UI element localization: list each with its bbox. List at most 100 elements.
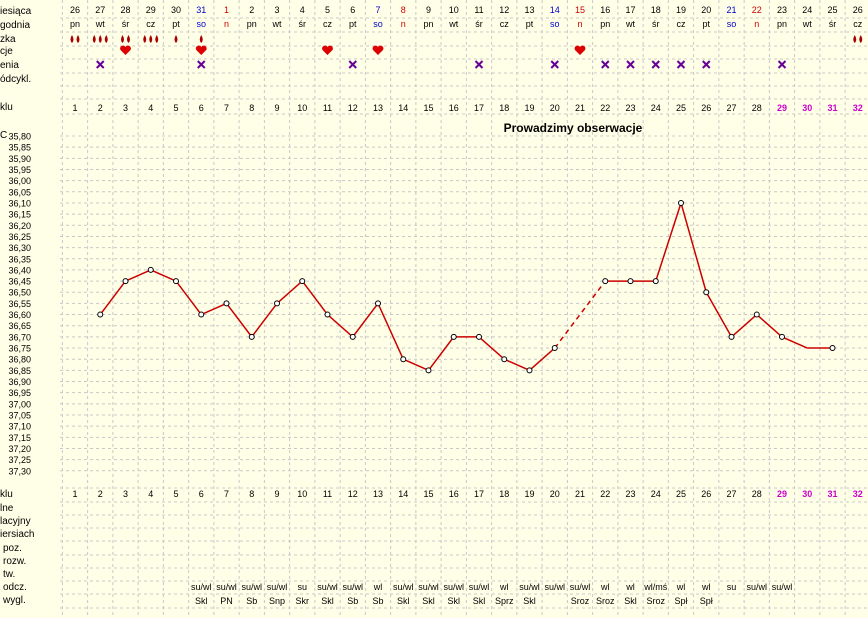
day-date: 28 <box>120 5 130 15</box>
appearance-value: Skl <box>422 596 435 606</box>
day-date: 6 <box>350 5 355 15</box>
heart-icon <box>574 45 586 55</box>
row-label-cycle-top: klu <box>0 102 13 113</box>
cycle-day-top: 8 <box>249 103 254 113</box>
row-label-marks: enia <box>0 60 19 71</box>
temperature-point <box>753 311 760 318</box>
y-tick-label: 36,70 <box>8 332 31 342</box>
row-labels: iesiąca godnia zka cje enia ódcykl. klu … <box>0 6 34 606</box>
appearance-value: Skl <box>624 596 637 606</box>
cycle-day-top: 21 <box>575 103 585 113</box>
heart-icon <box>372 45 384 55</box>
y-tick-label: 37,05 <box>8 411 31 421</box>
y-tick-label: 36,25 <box>8 232 31 242</box>
sensation-value: wl/mś <box>643 582 667 592</box>
cycle-day-top: 9 <box>274 103 279 113</box>
temperature-segment <box>301 280 329 316</box>
temperature-point <box>627 278 634 285</box>
cycle-day-top: 18 <box>499 103 509 113</box>
cycle-day-bottom: 15 <box>423 489 433 499</box>
day-weekday: wt <box>625 19 635 29</box>
day-weekday: śr <box>299 19 307 29</box>
cross-icon <box>702 60 711 69</box>
row-label-intercourse: cje <box>0 46 13 57</box>
cycle-day-bottom: 26 <box>701 489 711 499</box>
y-tick-label: 36,05 <box>8 187 31 197</box>
y-tick-label: 36,00 <box>8 176 31 186</box>
appearance-value: Sroz <box>571 596 590 606</box>
day-date: 22 <box>752 5 762 15</box>
y-tick-label: 36,80 <box>8 355 31 365</box>
cross-icon <box>474 60 484 69</box>
temperature-point <box>299 278 306 285</box>
cycle-day-top: 28 <box>752 103 762 113</box>
day-date: 3 <box>274 5 279 15</box>
y-tick-label: 35,80 <box>8 132 31 142</box>
day-date: 21 <box>726 5 736 15</box>
day-weekday: śr <box>652 19 660 29</box>
day-weekday: so <box>727 19 737 29</box>
cycle-day-top: 6 <box>199 103 204 113</box>
sensation-value: wl <box>600 582 610 592</box>
bleeding-drop-icon <box>859 35 863 43</box>
day-weekday: pn <box>423 19 433 29</box>
sensation-value: wl <box>373 582 383 592</box>
cycle-day-top: 24 <box>651 103 661 113</box>
cycle-day-top: 22 <box>600 103 610 113</box>
cycle-day-bottom: 1 <box>72 489 77 499</box>
y-tick-label: 35,85 <box>8 143 31 153</box>
day-weekday: n <box>754 19 759 29</box>
temperature-segment <box>402 358 429 372</box>
row-label-b1: lne <box>0 503 14 514</box>
bleeding-drop-icon <box>199 35 203 43</box>
day-date: 18 <box>651 5 661 15</box>
temperature-segment <box>756 313 783 338</box>
temperature-point <box>223 300 230 307</box>
temperature-segment <box>427 336 455 371</box>
y-tick-label: 36,40 <box>8 265 31 275</box>
cycle-day-bottom: 31 <box>827 489 837 499</box>
temperature-segment <box>200 302 227 316</box>
temperature-point <box>476 333 482 340</box>
cycle-day-top: 12 <box>348 103 358 113</box>
cross-icon <box>651 60 660 69</box>
day-date: 12 <box>499 5 509 15</box>
temperature-segment <box>251 302 278 338</box>
day-date: 23 <box>777 5 787 15</box>
sensation-value: su/wl <box>191 582 212 592</box>
temperature-segment <box>175 280 202 316</box>
cycle-day-top: 13 <box>373 103 383 113</box>
cross-icon <box>96 60 105 69</box>
day-weekday: pn <box>70 19 80 29</box>
cycle-day-top: 19 <box>524 103 534 113</box>
cycle-day-bottom: 16 <box>449 489 459 499</box>
cross-icon <box>601 60 610 69</box>
cycle-day-bottom: 20 <box>550 489 560 499</box>
appearance-value: Skl <box>473 596 486 606</box>
bleeding-drop-icon <box>92 35 96 43</box>
temperature-point <box>728 333 735 340</box>
day-weekday: pt <box>702 19 710 29</box>
row-label-b7: odcz. <box>3 582 27 593</box>
temperature-segment <box>680 202 707 293</box>
day-weekday: so <box>196 19 206 29</box>
temperature-segment <box>655 202 682 282</box>
temperature-point <box>450 333 457 340</box>
cycle-day-bottom: 22 <box>600 489 610 499</box>
cycle-day-bottom: 8 <box>249 489 254 499</box>
day-weekday: cz <box>677 19 687 29</box>
temperature-point <box>779 333 785 340</box>
cycle-day-bottom: 9 <box>274 489 279 499</box>
appearance-value: Snp <box>269 596 285 606</box>
day-weekday: pt <box>349 19 357 29</box>
bleeding-drop-icon <box>853 35 857 43</box>
chart-title: Prowadzimy obserwacje <box>504 121 643 135</box>
cycle-day-bottom: 14 <box>398 489 408 499</box>
day-weekday: cz <box>146 19 156 29</box>
cycle-day-top: 1 <box>72 103 77 113</box>
temperature-segment <box>352 302 379 338</box>
cycle-day-bottom: 7 <box>224 489 229 499</box>
temperature-segment <box>503 358 530 372</box>
cycle-day-bottom: 25 <box>676 489 686 499</box>
